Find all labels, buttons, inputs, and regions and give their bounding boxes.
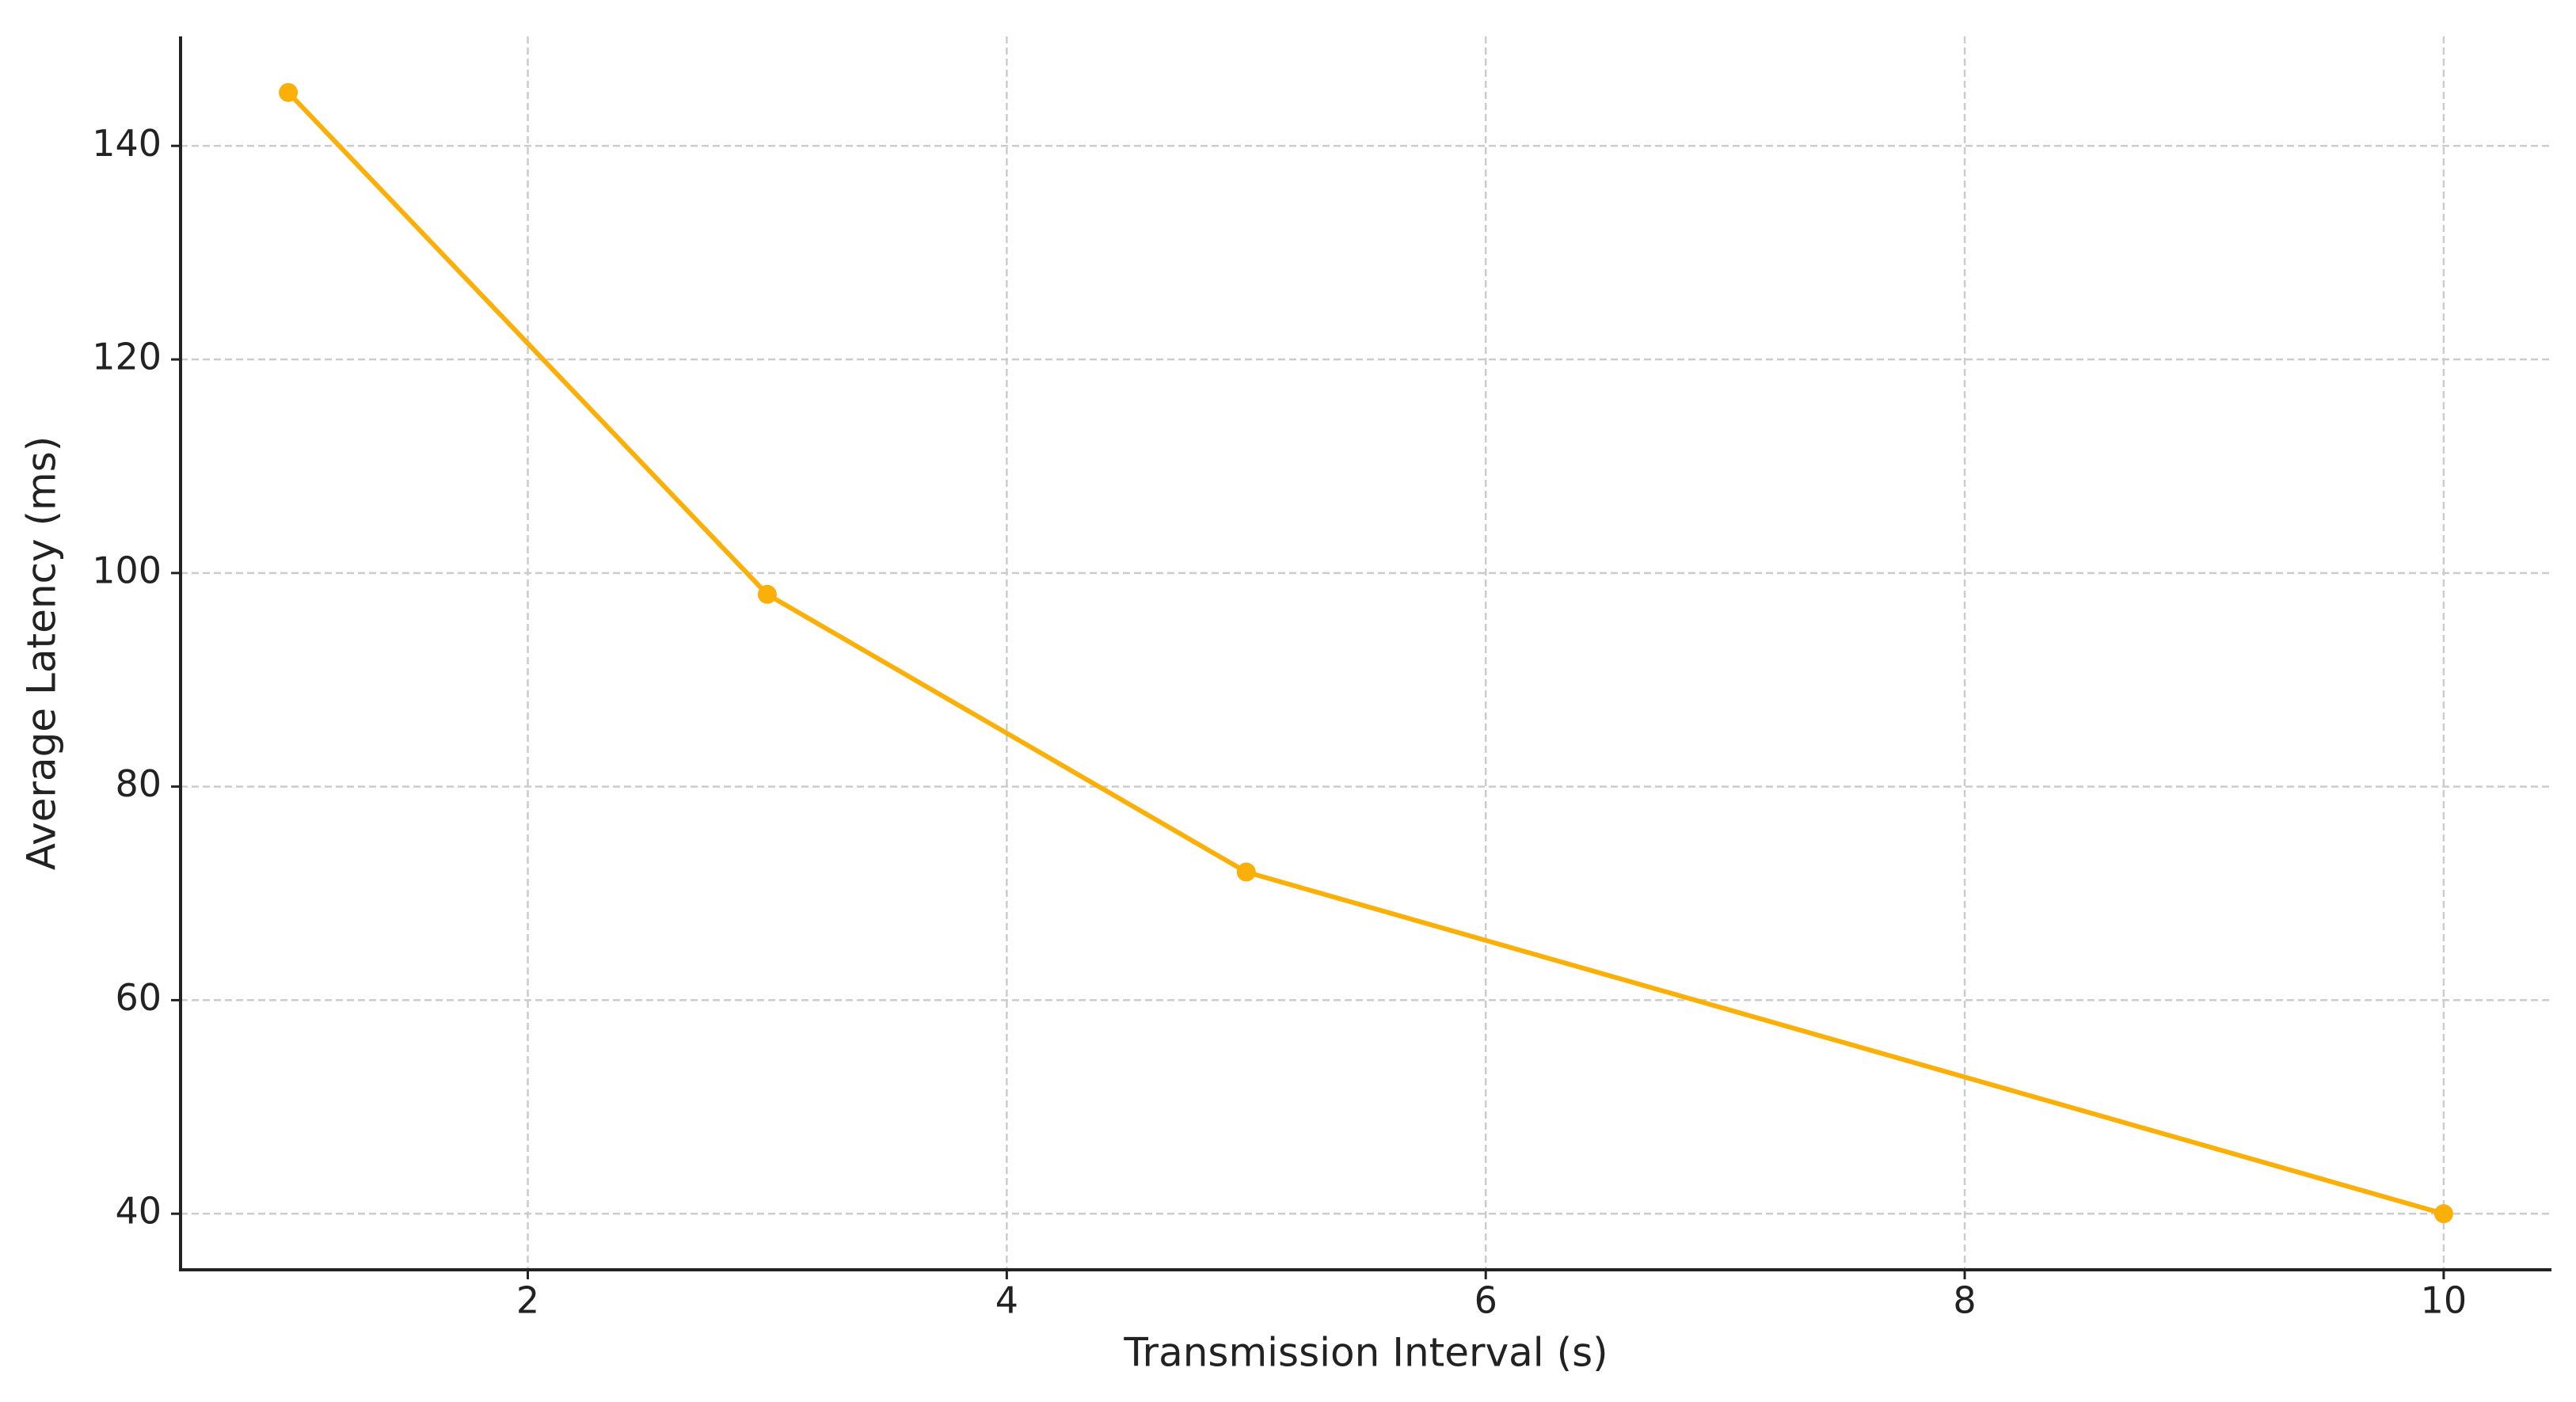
x-axis-label: Transmission Interval (s) [1123, 1330, 1608, 1376]
point [279, 82, 299, 102]
line [286, 90, 2445, 1217]
point [1236, 862, 1256, 882]
y-tick-label: 80 [115, 762, 162, 805]
x-tick-label: 4 [995, 1279, 1018, 1322]
y-tick-label: 140 [92, 122, 162, 165]
point [2433, 1204, 2453, 1224]
y-tick-label: 120 [92, 336, 162, 378]
y-axis-label: Average Latency (ms) [19, 436, 65, 871]
y-tick-label: 40 [115, 1190, 162, 1233]
x-tick-label: 6 [1474, 1279, 1497, 1322]
x-tick-label: 10 [2421, 1279, 2468, 1322]
y-tick-label: 60 [115, 976, 162, 1019]
x-tick-label: 2 [516, 1279, 539, 1322]
y-tick-label: 100 [92, 549, 162, 591]
point [757, 584, 777, 604]
x-tick-label: 8 [1953, 1279, 1976, 1322]
